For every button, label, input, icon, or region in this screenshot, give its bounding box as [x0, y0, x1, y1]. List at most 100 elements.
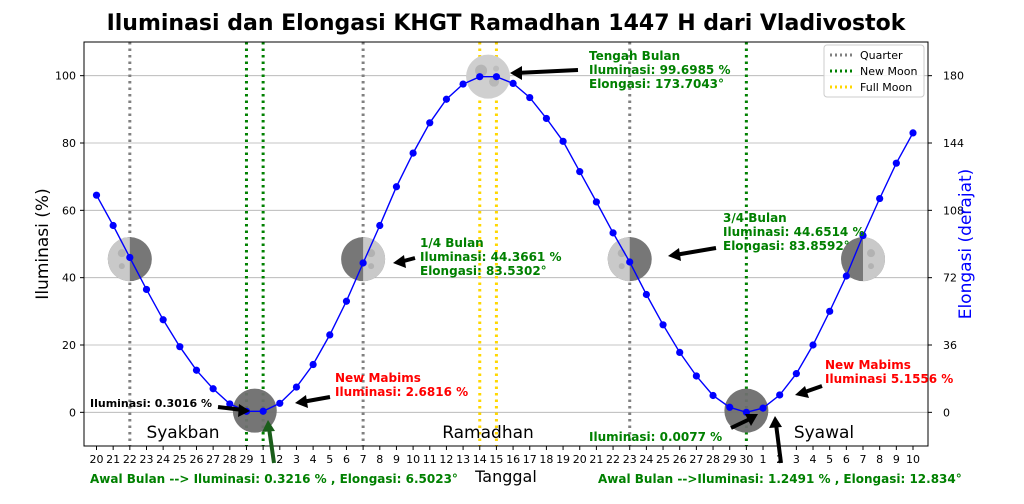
data-point [676, 348, 684, 357]
arrow-quarter-3 [674, 246, 717, 257]
y-axis-right: 0 36 72 108 144 180 [928, 70, 964, 419]
data-point [342, 297, 351, 305]
annotation-mabims-2-title: New Mabims [825, 358, 911, 372]
data-point [509, 79, 517, 88]
annotation-awal-2: Awal Bulan -->Iluminasi: 1.2491 % , Elon… [598, 472, 962, 486]
y-tick-label: 60 [62, 204, 76, 217]
data-point [209, 385, 217, 393]
data-point [542, 114, 551, 123]
y-tick-label: 40 [62, 272, 76, 285]
data-point [809, 341, 817, 349]
x-tick-label: 27 [689, 453, 703, 466]
data-point [626, 258, 634, 266]
annotation-quarter-1-title: 1/4 Bulan [420, 236, 484, 250]
x-tick-label: 7 [360, 453, 367, 466]
x-tick-label: 5 [326, 453, 333, 466]
annotation-illum-2: Iluminasi: 0.0077 % [589, 430, 722, 444]
y2-tick-label: 144 [943, 137, 964, 150]
x-tick-label: 13 [456, 453, 470, 466]
x-tick-label: 6 [343, 453, 350, 466]
data-point [426, 119, 434, 127]
legend-label-full-moon: Full Moon [860, 81, 912, 94]
x-tick-label: 27 [206, 453, 220, 466]
data-point [726, 403, 734, 411]
annotation-tengah-bulan-title: Tengah Bulan [589, 49, 680, 63]
y2-tick-label: 180 [943, 70, 964, 83]
data-point [176, 343, 184, 351]
x-tick-label: 10 [906, 453, 920, 466]
x-tick-label: 25 [173, 453, 187, 466]
x-tick-label: 5 [826, 453, 833, 466]
arrowhead-awal-1 [262, 420, 275, 432]
moon-lit-half [863, 237, 886, 282]
arrow-tengah-bulan [515, 68, 579, 75]
data-point [592, 198, 600, 206]
data-point [892, 159, 900, 167]
annotation-mabims-1-illum: Iluminasi: 2.6816 % [335, 385, 468, 399]
x-tick-label: 10 [406, 453, 420, 466]
annotation-texts: Tengah Bulan Iluminasi: 99.6985 % Elonga… [90, 49, 962, 486]
x-axis: 20 21 22 23 24 25 26 27 28 29 1 2 3 4 5 6 7 8 9 10 11 12 13 14 1… [89, 446, 920, 466]
x-tick-label: 4 [810, 453, 817, 466]
x-tick-label: 1 [260, 453, 267, 466]
arrow-awal-2 [774, 423, 783, 464]
data-point [142, 285, 151, 294]
x-tick-label: 26 [189, 453, 203, 466]
plot-frame [83, 41, 929, 447]
data-point [659, 321, 667, 329]
x-tick-label: 21 [106, 453, 120, 466]
x-tick-label: 29 [723, 453, 737, 466]
chart-title: Iluminasi dan Elongasi KHGT Ramadhan 144… [107, 11, 907, 36]
moon-crater [493, 65, 500, 72]
annotation-arrows [217, 66, 823, 464]
y-tick-label: 80 [62, 137, 76, 150]
y2-axis-label: Elongasi (derajat) [956, 169, 976, 320]
x-tick-label: 12 [439, 453, 453, 466]
moon-crater [118, 263, 125, 270]
moon-crater [117, 249, 126, 258]
arrowhead-awal-2 [769, 416, 782, 428]
arrowhead-mabims-1 [295, 395, 308, 408]
x-tick-label: 8 [876, 453, 883, 466]
annotation-quarter-1-elong: Elongasi: 83.5302° [420, 264, 547, 278]
x-tick-label: 1 [760, 453, 767, 466]
moon-first-icon [341, 237, 386, 282]
data-point [109, 221, 117, 230]
data-point [276, 399, 284, 407]
data-point [792, 370, 800, 378]
x-tick-label: 18 [539, 453, 553, 466]
x-tick-label: 22 [123, 453, 137, 466]
data-point [642, 290, 650, 299]
data-point [859, 231, 867, 240]
data-point [826, 307, 834, 315]
data-point [759, 404, 767, 412]
x-tick-label: 30 [739, 453, 753, 466]
data-point [226, 400, 234, 408]
moon-lit-half [107, 237, 130, 282]
data-point [776, 391, 784, 399]
data-point [909, 129, 917, 137]
data-point [492, 73, 501, 81]
annotation-quarter-1-illum: Iluminasi: 44.3661 % [420, 250, 561, 264]
x-tick-label: 6 [843, 453, 850, 466]
x-tick-label: 29 [239, 453, 253, 466]
arrowhead-illum-2 [745, 414, 758, 426]
annotation-awal-1: Awal Bulan --> Iluminasi: 0.3216 % , Elo… [90, 472, 458, 486]
annotation-quarter-3-elong: Elongasi: 83.8592° [723, 239, 850, 253]
moon-first-icon [841, 237, 886, 282]
x-tick-label: 24 [639, 453, 653, 466]
data-point [309, 360, 317, 369]
annotation-mabims-1-title: New Mabims [335, 371, 421, 385]
arrowhead-tengah-bulan [510, 66, 522, 80]
month-label-syawal: Syawal [794, 423, 854, 443]
x-tick-label: 11 [423, 453, 437, 466]
legend-label-quarter: Quarter [860, 49, 903, 62]
moon-crater [867, 249, 876, 258]
x-tick-label: 20 [89, 453, 103, 466]
legend: Quarter New Moon Full Moon [823, 44, 925, 98]
data-point [442, 95, 451, 103]
y2-tick-label: 0 [943, 406, 950, 419]
y-axis-label: Iluminasi (%) [33, 188, 53, 299]
